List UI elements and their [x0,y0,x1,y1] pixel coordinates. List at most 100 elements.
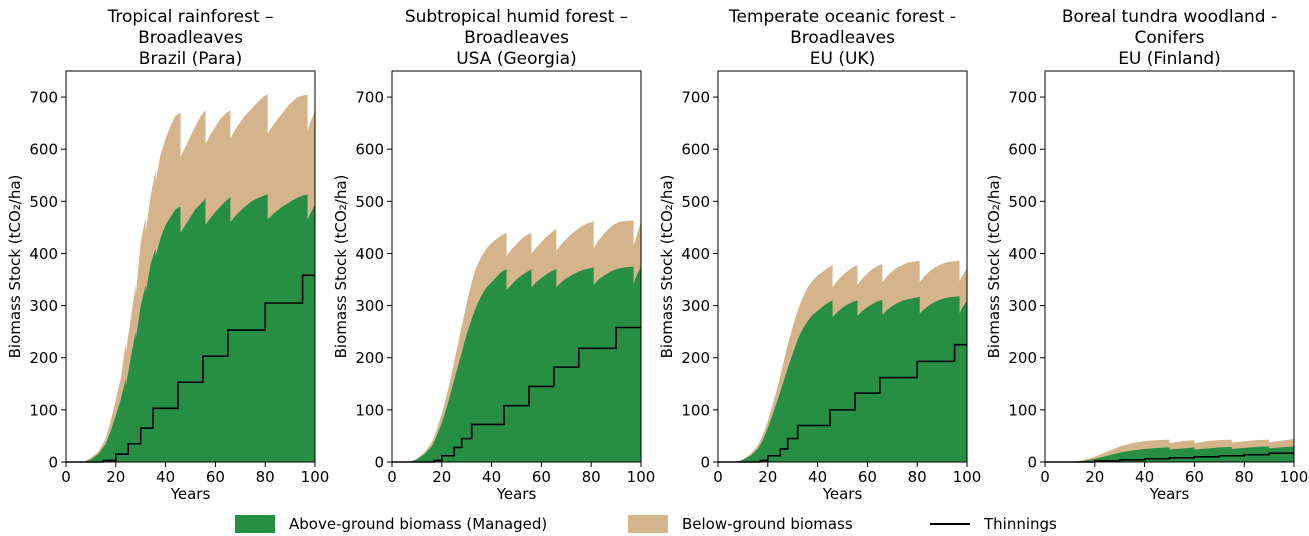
x-tick-label: 40 [482,468,501,486]
x-axis-label: Years [496,485,537,503]
area-above-ground [392,266,641,462]
y-tick-label: 400 [355,245,384,263]
x-tick-label: 100 [1280,468,1309,486]
chart-title-line-1: Boreal tundra woodland - [1062,7,1277,27]
y-tick-label: 300 [355,297,384,315]
x-tick-label: 0 [1040,468,1050,486]
chart-title-line-3: Brazil (Para) [139,49,242,69]
x-tick-label: 20 [432,468,451,486]
y-tick-label: 0 [700,454,710,472]
x-tick-label: 40 [808,468,827,486]
y-tick-label: 100 [1008,401,1037,419]
x-tick-label: 20 [1085,468,1104,486]
y-tick-label: 400 [29,245,58,263]
y-tick-label: 200 [1008,349,1037,367]
y-tick-label: 400 [1008,245,1037,263]
y-tick-label: 700 [29,89,58,107]
legend: Above-ground biomass (Managed) Below-gro… [0,512,1309,536]
x-tick-label: 80 [256,468,275,486]
legend-item-below-ground: Below-ground biomass [628,512,853,536]
legend-swatch-below-ground [628,515,668,533]
x-tick-label: 40 [156,468,175,486]
chart-title-line-3: EU (UK) [810,49,875,69]
y-tick-label: 700 [355,89,384,107]
y-tick-label: 100 [681,401,710,419]
legend-line-thinnings [930,523,970,525]
legend-swatch-above-ground [235,515,275,533]
plot-frame [391,70,642,463]
chart-title-line-1: Temperate oceanic forest - [728,7,956,27]
y-tick-label: 600 [1008,141,1037,159]
x-tick-label: 40 [1135,468,1154,486]
y-tick-label: 200 [29,349,58,367]
x-tick-label: 20 [106,468,125,486]
chart-title-line-3: EU (Finland) [1118,49,1221,69]
x-tick-label: 60 [532,468,551,486]
y-tick-label: 500 [1008,193,1037,211]
y-tick-label: 100 [29,401,58,419]
legend-item-above-ground: Above-ground biomass (Managed) [235,512,547,536]
x-tick-label: 60 [206,468,225,486]
chart-title-line-1: Subtropical humid forest – [405,7,628,27]
y-tick-label: 0 [374,454,384,472]
y-tick-label: 500 [29,193,58,211]
chart-title-line-2: Broadleaves [790,28,895,48]
x-tick-label: 100 [301,468,330,486]
x-tick-label: 100 [627,468,656,486]
x-tick-label: 0 [387,468,397,486]
y-tick-label: 500 [681,193,710,211]
x-tick-label: 80 [908,468,927,486]
line-thinnings [1045,452,1294,463]
chart-panel-3: Temperate oceanic forest -BroadleavesEU … [658,7,981,503]
chart-title-line-2: Conifers [1134,28,1204,48]
y-axis-label: Biomass Stock (tCO₂/ha) [6,175,24,359]
x-axis-label: Years [170,485,211,503]
chart-title-line-3: USA (Georgia) [456,49,577,69]
x-tick-label: 20 [758,468,777,486]
x-tick-label: 80 [1235,468,1254,486]
x-tick-label: 60 [1185,468,1204,486]
line-thinnings [718,343,967,463]
plot-frame [65,70,316,463]
y-tick-label: 300 [1008,297,1037,315]
plot-frame [1044,70,1295,463]
line-thinnings [66,274,315,463]
y-tick-label: 400 [681,245,710,263]
area-above-ground [718,296,967,462]
area-above-ground [1045,446,1294,462]
y-axis-label: Biomass Stock (tCO₂/ha) [658,175,676,359]
y-tick-label: 0 [1027,454,1037,472]
y-tick-label: 0 [48,454,58,472]
area-above-ground [66,194,315,462]
x-axis-label: Years [822,485,863,503]
legend-label-above-ground: Above-ground biomass (Managed) [289,515,548,533]
y-tick-label: 700 [681,89,710,107]
y-axis-label: Biomass Stock (tCO₂/ha) [985,175,1003,359]
y-tick-label: 200 [355,349,384,367]
plot-frame [717,70,968,463]
legend-item-thinnings: Thinnings [930,512,1057,536]
legend-label-thinnings: Thinnings [984,515,1057,533]
x-tick-label: 0 [713,468,723,486]
y-tick-label: 300 [29,297,58,315]
y-tick-label: 600 [681,141,710,159]
chart-title-line-1: Tropical rainforest – [106,7,273,27]
x-tick-label: 0 [61,468,71,486]
x-tick-label: 80 [582,468,601,486]
y-tick-label: 100 [355,401,384,419]
x-tick-label: 60 [858,468,877,486]
y-tick-label: 600 [29,141,58,159]
y-tick-label: 600 [355,141,384,159]
y-tick-label: 700 [1008,89,1037,107]
legend-label-below-ground: Below-ground biomass [682,515,853,533]
chart-title-line-2: Broadleaves [464,28,569,48]
y-tick-label: 500 [355,193,384,211]
y-tick-label: 300 [681,297,710,315]
chart-title-line-2: Broadleaves [138,28,243,48]
x-tick-label: 100 [953,468,982,486]
line-thinnings [392,326,641,463]
chart-panel-2: Subtropical humid forest –BroadleavesUSA… [332,7,655,503]
